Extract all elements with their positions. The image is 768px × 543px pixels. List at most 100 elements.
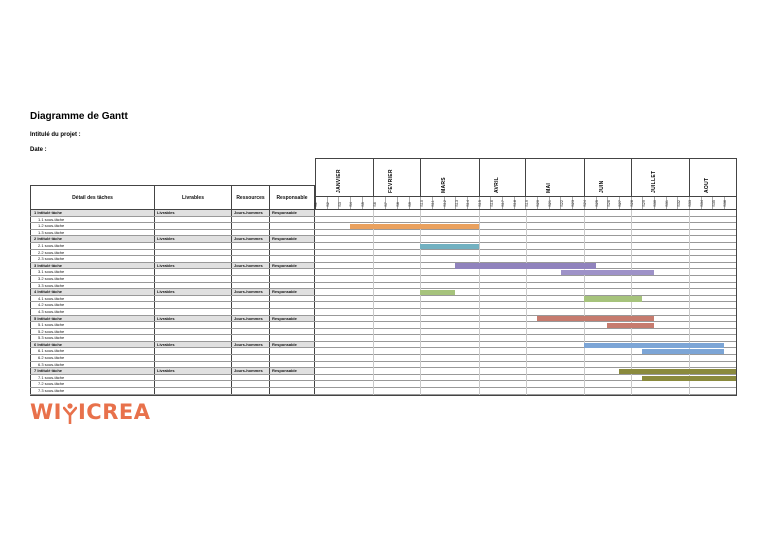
task-row: 7 Intitulé tâche Livrables Jours-hommes Res… [30,368,315,375]
gantt-bar [420,243,479,249]
responsable-cell: Responsable [270,341,315,348]
responsable-cell [270,216,315,223]
month-gridline [420,210,422,395]
ressources-cell [232,223,270,229]
chart-grid [315,210,737,396]
subtask-row: 1.2 sous-tâche [30,223,315,230]
month-gridline [583,210,585,395]
ressources-cell [232,374,270,381]
task-label-cell: 6.1 sous-tâche [30,348,155,355]
week-label: S31 [665,200,670,207]
week-label: S33 [688,200,693,207]
responsable-cell: Responsable [270,289,315,295]
column-header-1: Détail des tâches [30,185,155,210]
task-row: 2 Intitulé tâche Livrables Jours-hommes Res… [30,236,315,243]
subtask-row: 5.3 sous-tâche [30,335,315,342]
week-cell: S22 [560,197,572,209]
responsable-cell [270,249,315,256]
project-title-label: Intitulé du projet : [30,132,81,138]
gantt-bar [642,349,725,355]
gantt-bar [350,223,479,230]
subtask-row: 6.2 sous-tâche [30,355,315,362]
week-label: S18 [513,200,518,207]
week-label: S16 [489,200,494,207]
month-label: JANVIER [335,169,342,193]
month-header: AOUT [689,159,736,196]
week-label: S5 [361,202,366,207]
responsable-cell [270,308,315,315]
subtask-row: 2.3 sous-tâche [30,256,315,263]
gantt-bar [537,316,655,322]
task-label-cell: 6 Intitulé tâche [30,341,155,348]
responsable-cell [270,295,315,302]
week-cell: S1 [315,197,327,209]
subtask-row: 6.1 sous-tâche [30,348,315,356]
ressources-cell [232,335,270,341]
ressources-cell [232,269,270,275]
week-cell: S16 [490,197,502,209]
task-row: 6 Intitulé tâche Livrables Jours-hommes Res… [30,341,315,349]
table-header-area: Détail des tâches Livrables Ressources Resp… [30,158,315,210]
ressources-cell: Jours-hommes [232,368,270,374]
task-label-cell: 1 Intitulé tâche [30,210,155,216]
week-cell: S4 [350,197,362,209]
month-gridline [525,210,527,395]
date-label: Date : [30,147,47,153]
responsable-cell [270,269,315,275]
livrables-cell [155,388,232,394]
month-label: JUILLET [651,170,658,193]
task-row: 4 Intitulé tâche Livrables Jours-hommes Res… [30,289,315,296]
task-label-cell: 7.3 sous-tâche [30,388,155,394]
responsable-cell: Responsable [270,315,315,322]
ressources-cell [232,322,270,328]
subtask-row: 5.2 sous-tâche [30,328,315,336]
week-label: S32 [676,200,681,207]
livrables-cell [155,275,232,282]
ressources-cell [232,256,270,262]
timeline-header: JANVIER FEVRIER MARS AVRIL MAI JUIN JUILLET AOU… [315,158,737,210]
week-cell: S2 [326,197,339,209]
week-label: S7 [384,202,389,207]
week-cell: S14 [466,197,479,209]
subtask-row: 1.3 sous-tâche [30,229,315,237]
week-label: S24 [583,200,588,207]
week-label: S26 [606,200,611,207]
week-cell: S32 [677,197,689,209]
week-label: S3 [337,202,342,207]
week-label: S9 [408,202,413,207]
person-icon [62,403,77,424]
week-label: S30 [653,200,658,207]
week-cell: S13 [455,197,467,209]
week-cell: S30 [653,197,666,209]
week-label: S10 [419,200,424,207]
task-label-cell: 2 Intitulé tâche [30,236,155,242]
week-label: S14 [466,200,471,207]
week-cell: S11 [431,197,444,209]
subtask-row: 4.3 sous-tâche [30,308,315,316]
subtask-row: 7.3 sous-tâche [30,388,315,395]
subtask-row: 4.1 sous-tâche [30,295,315,303]
livrables-cell [155,328,232,335]
subtask-row: 2.2 sous-tâche [30,249,315,257]
week-cell: S27 [618,197,631,209]
gantt-bar [420,289,456,296]
ressources-cell: Jours-hommes [232,315,270,322]
livrables-cell [155,269,232,275]
logo-text-prefix: WI [30,400,62,424]
task-label-cell: 5.1 sous-tâche [30,322,155,328]
responsable-cell [270,302,315,308]
month-header: FEVRIER [373,159,420,196]
responsable-cell [270,275,315,282]
livrables-cell [155,229,232,236]
week-cell: S8 [396,197,409,209]
ressources-cell [232,229,270,236]
responsable-cell: Responsable [270,262,315,269]
task-label-cell: 7 Intitulé tâche [30,368,155,374]
month-gridline [630,210,632,395]
gantt-bar [455,263,596,269]
ressources-cell [232,216,270,223]
responsable-cell [270,361,315,368]
week-cell: S17 [502,197,514,209]
livrables-cell [155,355,232,361]
